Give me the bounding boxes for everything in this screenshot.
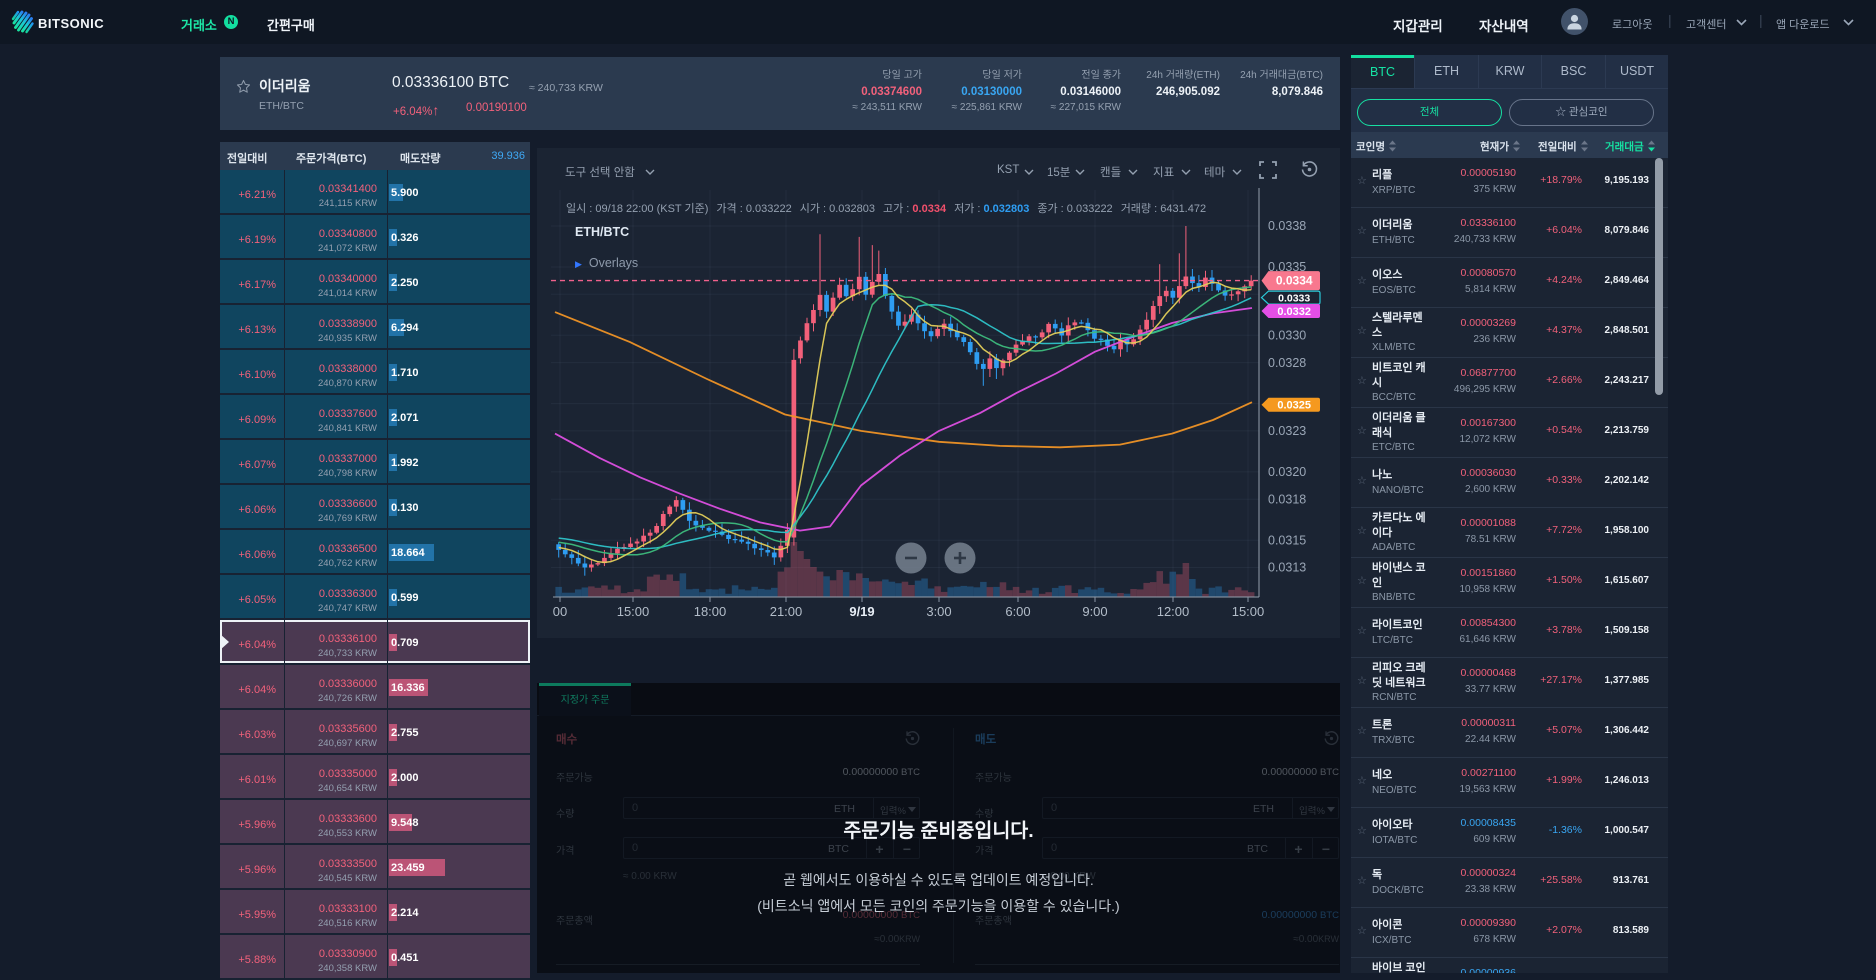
svg-text:0.0320: 0.0320 — [1268, 465, 1306, 479]
svg-text:21:00: 21:00 — [770, 604, 803, 619]
svg-text:6:00: 6:00 — [1005, 604, 1030, 619]
svg-text:18:00: 18:00 — [694, 604, 727, 619]
svg-text:0.0334: 0.0334 — [1276, 274, 1313, 288]
svg-text:9/19: 9/19 — [849, 604, 874, 619]
svg-text:0.0338: 0.0338 — [1268, 219, 1306, 233]
svg-text:0.0328: 0.0328 — [1268, 356, 1306, 370]
svg-text:15:00: 15:00 — [1232, 604, 1265, 619]
svg-text:0.0332: 0.0332 — [1277, 306, 1311, 318]
svg-text:0.0323: 0.0323 — [1268, 424, 1306, 438]
svg-text:0.0315: 0.0315 — [1268, 533, 1306, 547]
svg-text:0.0335: 0.0335 — [1268, 260, 1306, 274]
svg-text:15:00: 15:00 — [617, 604, 650, 619]
svg-text:0.0313: 0.0313 — [1268, 561, 1306, 575]
svg-text:00: 00 — [553, 604, 567, 619]
svg-text:9:00: 9:00 — [1082, 604, 1107, 619]
svg-text:0.0318: 0.0318 — [1268, 492, 1306, 506]
svg-text:0.0333: 0.0333 — [1278, 293, 1310, 305]
svg-text:0.0325: 0.0325 — [1277, 400, 1311, 412]
svg-text:3:00: 3:00 — [926, 604, 951, 619]
svg-text:0.0330: 0.0330 — [1268, 329, 1306, 343]
svg-text:12:00: 12:00 — [1157, 604, 1190, 619]
